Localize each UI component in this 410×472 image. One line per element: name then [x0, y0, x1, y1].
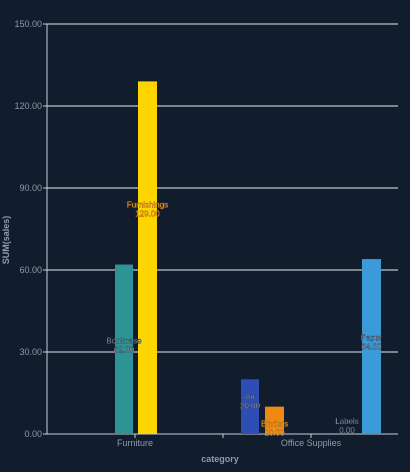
- y-axis: 0.00 30.00 60.00 90.00 120.00 150.00: [14, 19, 48, 439]
- bar-art[interactable]: [241, 379, 259, 434]
- x-axis-title: category: [201, 454, 239, 464]
- y-tick-label: 0.00: [24, 429, 42, 439]
- bar-value-label: 62.00: [114, 345, 135, 354]
- bar-furnishings[interactable]: [138, 81, 157, 435]
- bars: [115, 81, 381, 435]
- bar-name-label: Bookcase: [106, 336, 142, 345]
- y-tick-label: 150.00: [14, 19, 42, 29]
- bar-binders[interactable]: [265, 406, 284, 434]
- y-tick-label: 120.00: [14, 101, 42, 111]
- bar-value-label: 64.00: [361, 343, 382, 352]
- gridlines: [47, 23, 398, 353]
- y-tick-label: 60.00: [19, 265, 42, 275]
- bar-bookcase[interactable]: [115, 264, 133, 434]
- x-tick-label: Furniture: [117, 438, 153, 448]
- bar-value-label: 129.00: [135, 209, 160, 218]
- y-tick-label: 30.00: [19, 347, 42, 357]
- x-tick-label: Office Supplies: [281, 438, 342, 448]
- bar-name-label: Art: [245, 392, 256, 401]
- bar-name-label: Binders: [261, 420, 288, 429]
- bar-name-label: Paper: [361, 334, 383, 343]
- bar-value-label: 20.00: [240, 401, 261, 410]
- bar-name-label: Furnishings: [127, 200, 168, 209]
- y-tick-label: 90.00: [19, 183, 42, 193]
- bar-paper[interactable]: [362, 259, 381, 434]
- y-axis-title: SUM(sales): [1, 216, 11, 265]
- bar-value-label: 0.00: [339, 426, 355, 435]
- bar-value-label: 10.00: [264, 429, 285, 438]
- x-axis: Furniture Office Supplies: [47, 433, 398, 448]
- bar-name-label: Labels: [335, 417, 359, 426]
